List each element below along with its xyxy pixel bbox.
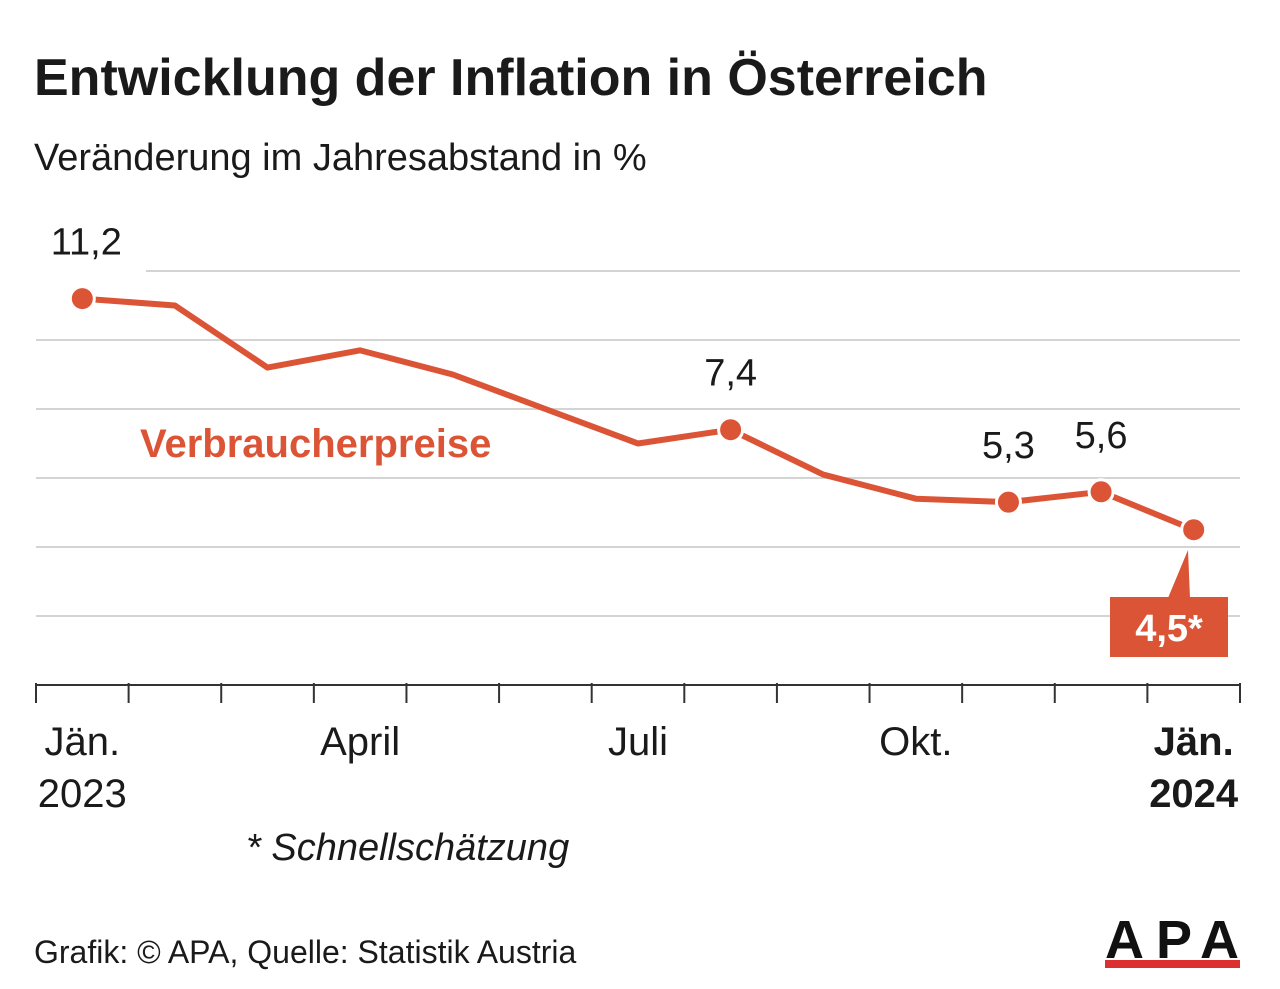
point: [994, 488, 1022, 516]
x-tick-label: Jän. 2024: [1149, 720, 1239, 816]
chart-title: Entwicklung der Inflation in Österreich: [34, 49, 987, 107]
data-label: 7,4: [704, 353, 757, 395]
data-label: 5,3: [982, 425, 1035, 467]
callout-box: [1110, 550, 1228, 657]
x-tick-label: Okt.: [879, 720, 953, 764]
point: [68, 285, 96, 313]
series-label: Verbraucherpreise: [140, 422, 491, 466]
line: [82, 295, 1195, 533]
data-label: 11,2: [51, 222, 122, 264]
point: [1180, 516, 1208, 544]
x-tick-label: Juli: [607, 720, 669, 764]
logo-bar: [1105, 960, 1240, 968]
chart-subtitle: Veränderung im Jahresabstand in %: [34, 137, 647, 179]
data-label: 5,6: [1075, 415, 1128, 457]
x-tick-label: April: [320, 720, 401, 764]
source: Grafik: © APA, Quelle: Statistik Austria: [34, 934, 577, 970]
x-tick-label: Jän. 2023: [37, 720, 127, 816]
point: [717, 416, 745, 444]
data-label: 4,5*: [1135, 608, 1203, 650]
point: [1087, 478, 1115, 506]
footnote: * Schnellschätzung: [246, 827, 569, 869]
